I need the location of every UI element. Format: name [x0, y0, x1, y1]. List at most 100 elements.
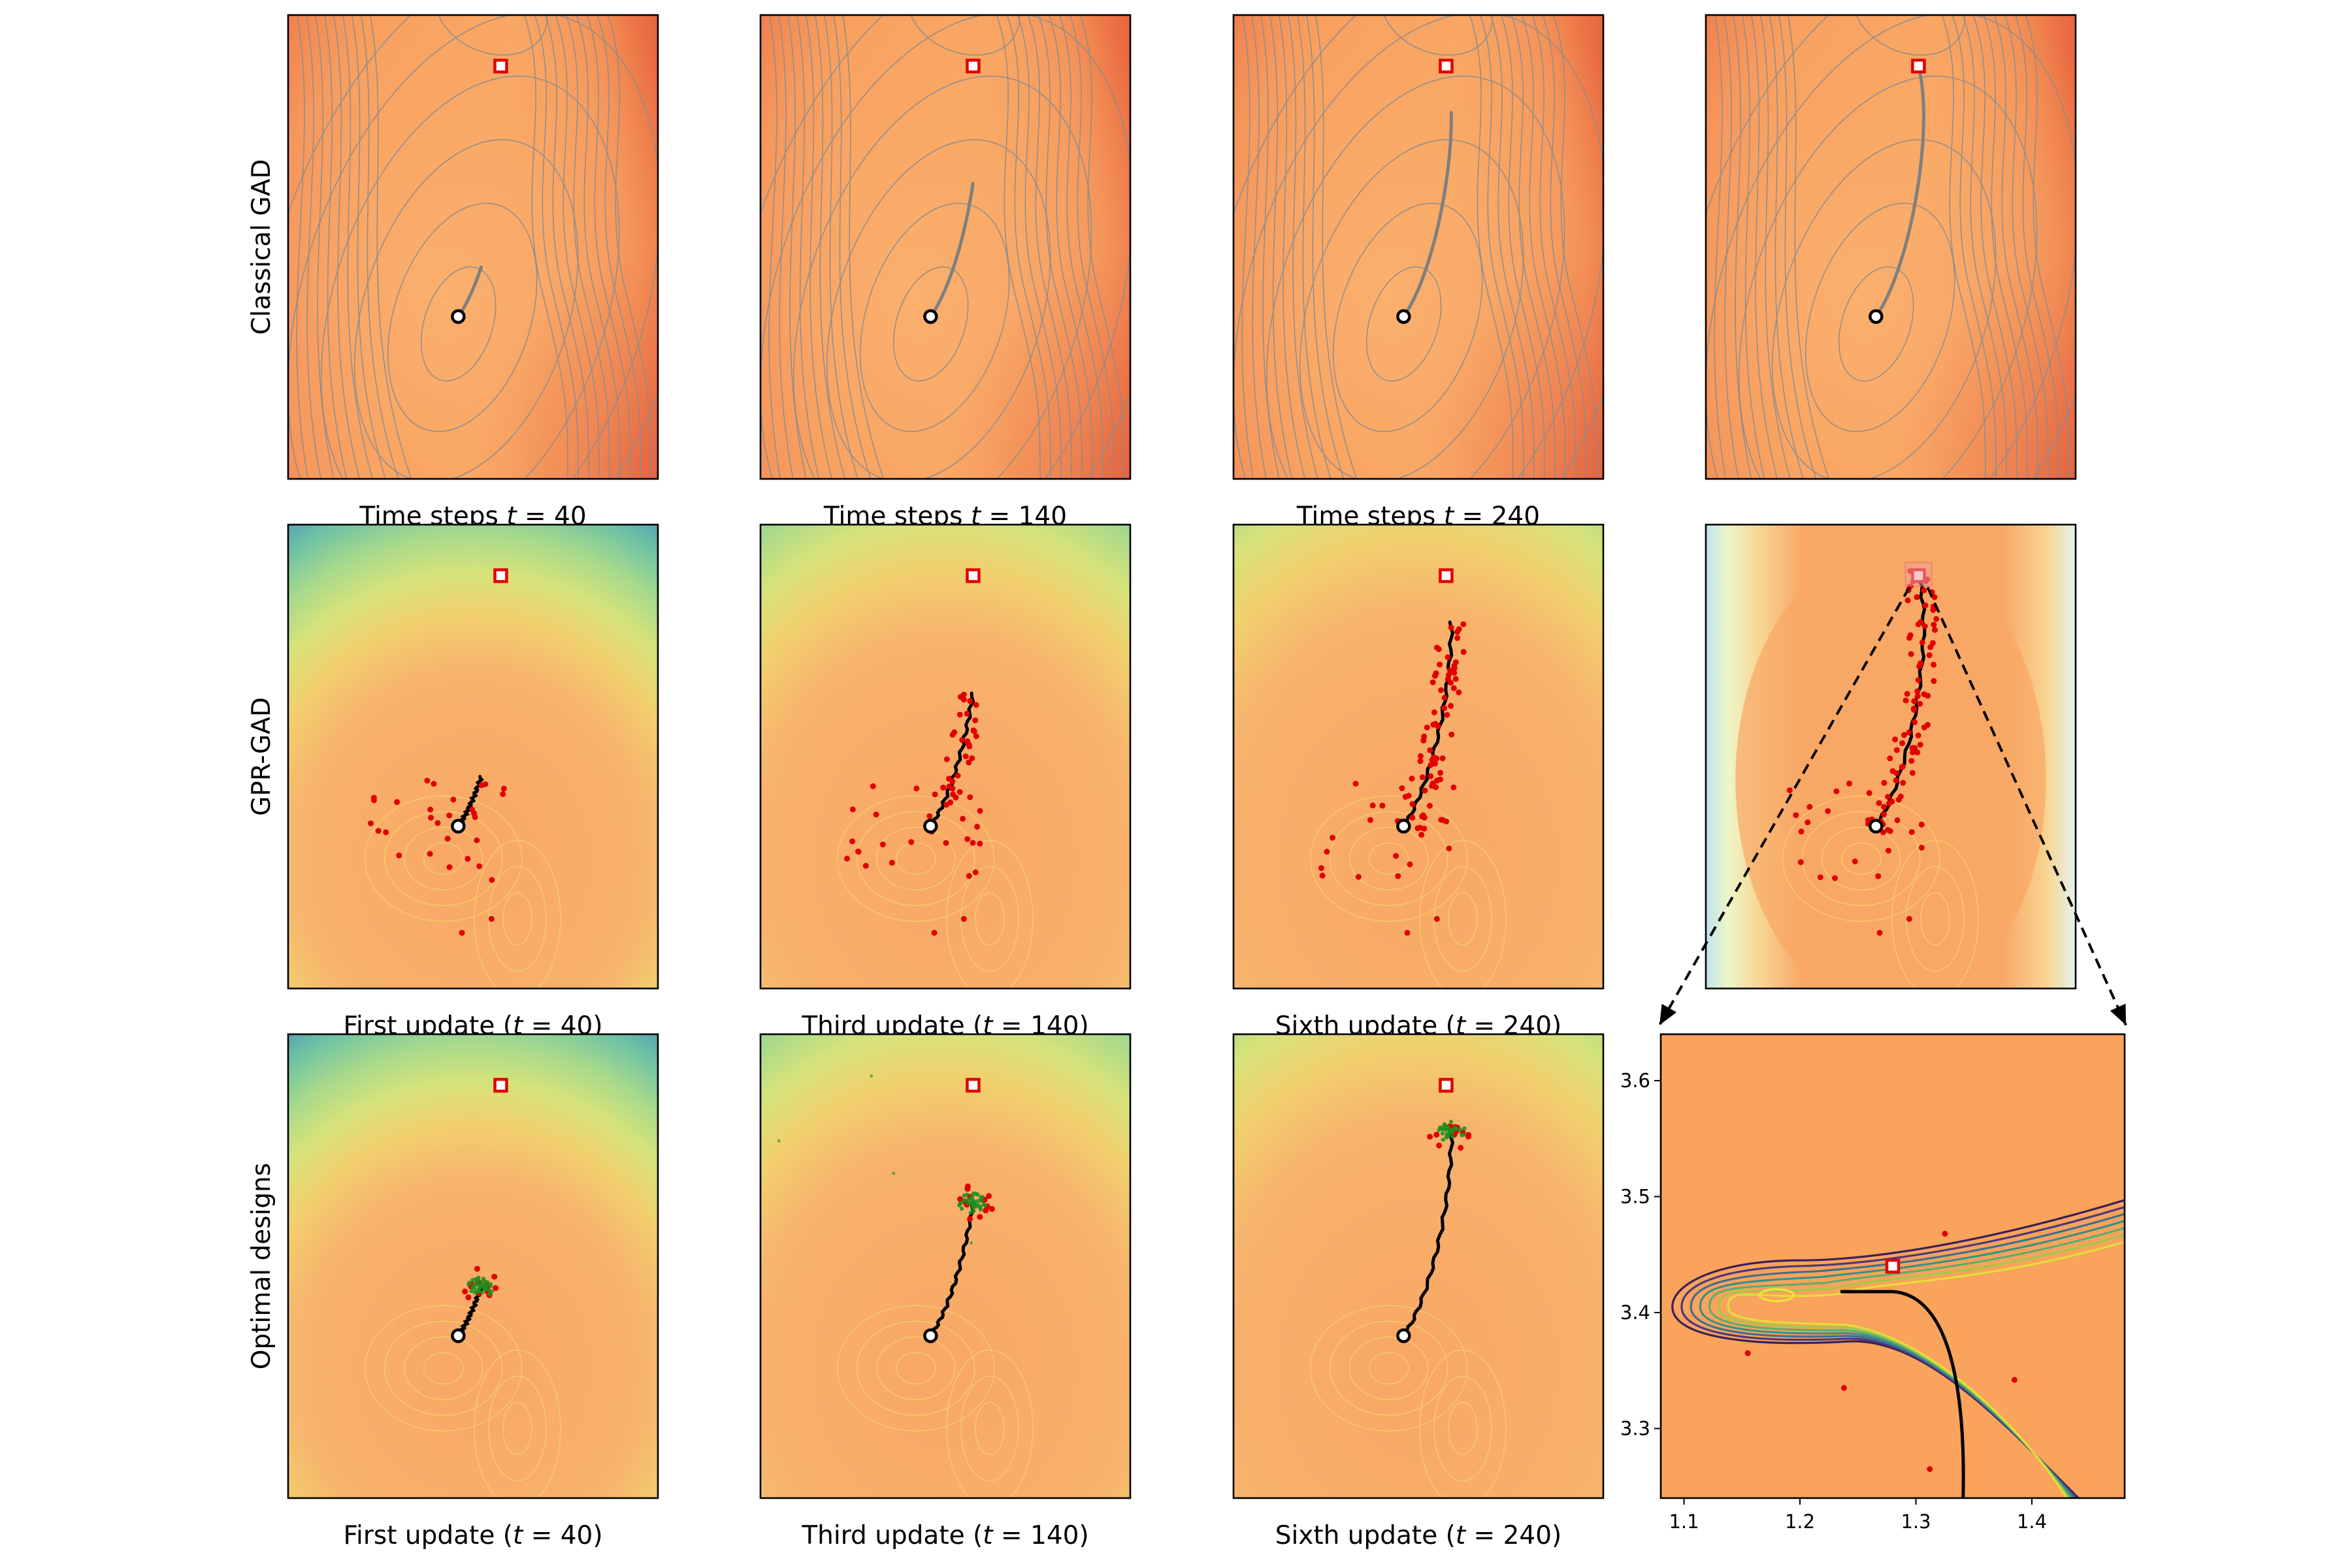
- sample-point: [1893, 777, 1899, 783]
- caption-value: = 240): [1465, 1521, 1561, 1550]
- sample-point: [959, 737, 966, 743]
- sample-point: [446, 812, 453, 819]
- sample-point: [1324, 849, 1330, 855]
- sample-point: [1424, 724, 1430, 730]
- start-marker: [923, 819, 938, 834]
- sample-point: [949, 732, 956, 738]
- contour-lines: [1233, 15, 1603, 479]
- design-point: [488, 1282, 493, 1286]
- sample-point: [469, 806, 476, 813]
- sample-point: [1866, 790, 1872, 796]
- design-point: [870, 1074, 874, 1078]
- sample-point: [431, 781, 437, 787]
- design-points: [1437, 1119, 1467, 1142]
- sample-point: [973, 733, 979, 740]
- sample-point: [960, 916, 967, 922]
- sample-point: [1900, 779, 1906, 786]
- contour-lines: [836, 795, 1034, 988]
- design-point: [480, 1290, 485, 1295]
- sample-point: [985, 1193, 992, 1200]
- design-point: [466, 1282, 471, 1286]
- sample-point: [1456, 689, 1462, 696]
- sample-points: [1318, 621, 1467, 936]
- surrogate-surface: [760, 1034, 1130, 1498]
- sample-point: [956, 711, 963, 718]
- sample-point: [1438, 687, 1445, 693]
- sample-point: [873, 811, 879, 818]
- sample-point: [491, 1273, 498, 1280]
- design-point: [470, 1278, 475, 1282]
- sample-point: [1914, 594, 1920, 600]
- sample-point: [1369, 802, 1376, 809]
- sample-point: [1433, 784, 1439, 791]
- sample-point: [955, 772, 961, 779]
- design-point: [964, 1192, 970, 1197]
- saddle-marker: [1439, 568, 1454, 583]
- sample-point: [1407, 861, 1413, 868]
- contour-lines: [1671, 1199, 2125, 1498]
- x-tick-label: 1.2: [1785, 1511, 1815, 1533]
- sample-point: [1914, 693, 1921, 700]
- sample-point: [1922, 602, 1929, 609]
- saddle-marker: [1439, 58, 1454, 74]
- design-point: [957, 1203, 962, 1208]
- panel-frame: [759, 1033, 1132, 1499]
- sample-point: [465, 1294, 472, 1301]
- sample-point: [849, 838, 856, 845]
- sample-point: [1744, 1350, 1751, 1356]
- sample-point: [446, 864, 453, 870]
- gad-trajectory: [928, 691, 975, 828]
- sample-point: [1456, 626, 1462, 632]
- design-point: [480, 1279, 485, 1284]
- sample-point: [394, 799, 400, 806]
- panel-r1-c2: Time steps t = 140: [759, 14, 1132, 531]
- design-point: [486, 1287, 491, 1292]
- panel-frame: [287, 14, 659, 480]
- sample-point: [1876, 800, 1882, 806]
- sample-point: [1921, 623, 1928, 630]
- panel-frame: [1705, 14, 2077, 480]
- panel-r3-c2: Third update (t = 140): [759, 1033, 1132, 1550]
- sample-point: [1846, 780, 1852, 787]
- sample-point: [1433, 1132, 1440, 1138]
- sample-point: [953, 794, 959, 801]
- sample-point: [1446, 667, 1453, 674]
- gad-trajectory: [1401, 110, 1453, 318]
- panel-caption: First update (t = 40): [343, 1521, 602, 1550]
- sample-point: [879, 841, 886, 848]
- sample-point: [1929, 640, 1936, 646]
- sample-point: [977, 1214, 983, 1220]
- sample-point: [1907, 632, 1914, 638]
- design-point: [1462, 1132, 1466, 1137]
- sample-point: [943, 756, 950, 762]
- panel-frame: [759, 523, 1132, 990]
- design-point: [892, 1171, 896, 1175]
- sample-point: [1885, 826, 1891, 833]
- sample-point: [931, 930, 938, 936]
- sample-point: [1448, 679, 1454, 686]
- sample-point: [1917, 700, 1923, 707]
- sample-point: [1852, 858, 1858, 865]
- sample-point: [1906, 729, 1912, 736]
- sample-point: [1439, 755, 1446, 762]
- sample-point: [1912, 719, 1918, 725]
- sample-point: [957, 1196, 964, 1202]
- sample-point: [1437, 776, 1444, 783]
- sample-point: [1465, 1134, 1471, 1140]
- sample-point: [940, 785, 947, 791]
- start-marker: [1869, 819, 1884, 834]
- sample-point: [1441, 705, 1448, 711]
- sample-point: [870, 783, 876, 789]
- sample-point: [960, 815, 966, 822]
- sample-point: [434, 820, 441, 826]
- sample-point: [427, 851, 433, 857]
- sample-point: [926, 813, 933, 819]
- sample-point: [966, 873, 972, 879]
- sample-point: [1367, 817, 1374, 823]
- saddle-marker: [493, 1077, 508, 1093]
- saddle-marker: [493, 568, 508, 583]
- sample-point: [966, 743, 973, 749]
- sample-point: [1926, 652, 1933, 659]
- sample-point: [489, 877, 495, 883]
